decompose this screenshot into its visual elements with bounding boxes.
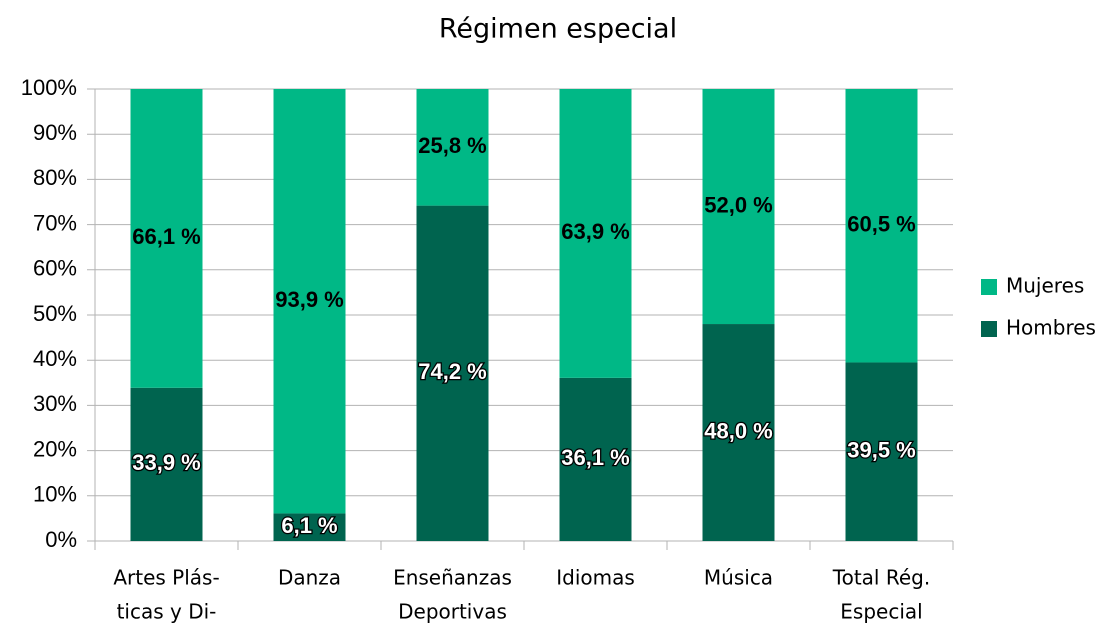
- x-tick-label: Total Rég.: [832, 566, 930, 590]
- y-tick-label: 20%: [33, 436, 77, 461]
- bar-segment: [702, 324, 775, 541]
- x-tick-label: Artes Plás-: [113, 566, 219, 590]
- bar-segment: [845, 89, 918, 363]
- y-tick-label: 60%: [33, 256, 77, 281]
- x-tick-label: Idiomas: [556, 566, 635, 590]
- value-label: 36,1 %: [561, 445, 630, 470]
- y-tick-label: 30%: [33, 391, 77, 416]
- y-tick-label: 80%: [33, 165, 77, 190]
- bar-segment: [416, 205, 489, 541]
- y-tick-label: 0%: [45, 527, 77, 552]
- legend-swatch: [981, 279, 997, 295]
- value-label: 33,9 %: [132, 450, 201, 475]
- bar-segment: [559, 377, 632, 541]
- value-label: 74,2 %: [418, 359, 487, 384]
- y-tick-label: 90%: [33, 120, 77, 145]
- bar-segment: [130, 89, 203, 388]
- value-label: 39,5 %: [847, 438, 916, 463]
- value-label: 66,1 %: [132, 224, 201, 249]
- y-tick-label: 100%: [21, 75, 77, 100]
- x-tick-label: ticas y Di-: [117, 600, 217, 624]
- y-tick-label: 50%: [33, 301, 77, 326]
- chart-title: Régimen especial: [439, 14, 677, 45]
- value-label: 63,9 %: [561, 219, 630, 244]
- x-tick-label: Especial: [840, 600, 922, 624]
- value-label: 6,1 %: [281, 513, 337, 538]
- bar-segment: [130, 387, 203, 541]
- value-label: 52,0 %: [704, 192, 773, 217]
- y-tick-label: 40%: [33, 346, 77, 371]
- bar-segment: [845, 362, 918, 541]
- legend-label: Mujeres: [1006, 274, 1084, 298]
- value-label: 60,5 %: [847, 212, 916, 237]
- bar-segment: [416, 89, 489, 206]
- legend-label: Hombres: [1006, 316, 1096, 340]
- bar-segment: [273, 89, 346, 514]
- value-label: 25,8 %: [418, 133, 487, 158]
- value-label: 93,9 %: [275, 287, 344, 312]
- bar-segment: [273, 513, 346, 541]
- legend-swatch: [981, 321, 997, 337]
- bar-segment: [702, 89, 775, 325]
- x-tick-label: Enseñanzas: [393, 566, 512, 590]
- y-tick-label: 10%: [33, 482, 77, 507]
- x-tick-label: Danza: [278, 566, 341, 590]
- x-tick-label: Deportivas: [398, 600, 507, 624]
- x-tick-label: Música: [704, 566, 773, 590]
- y-tick-label: 70%: [33, 210, 77, 235]
- value-label: 48,0 %: [704, 418, 773, 443]
- bar-segment: [559, 89, 632, 378]
